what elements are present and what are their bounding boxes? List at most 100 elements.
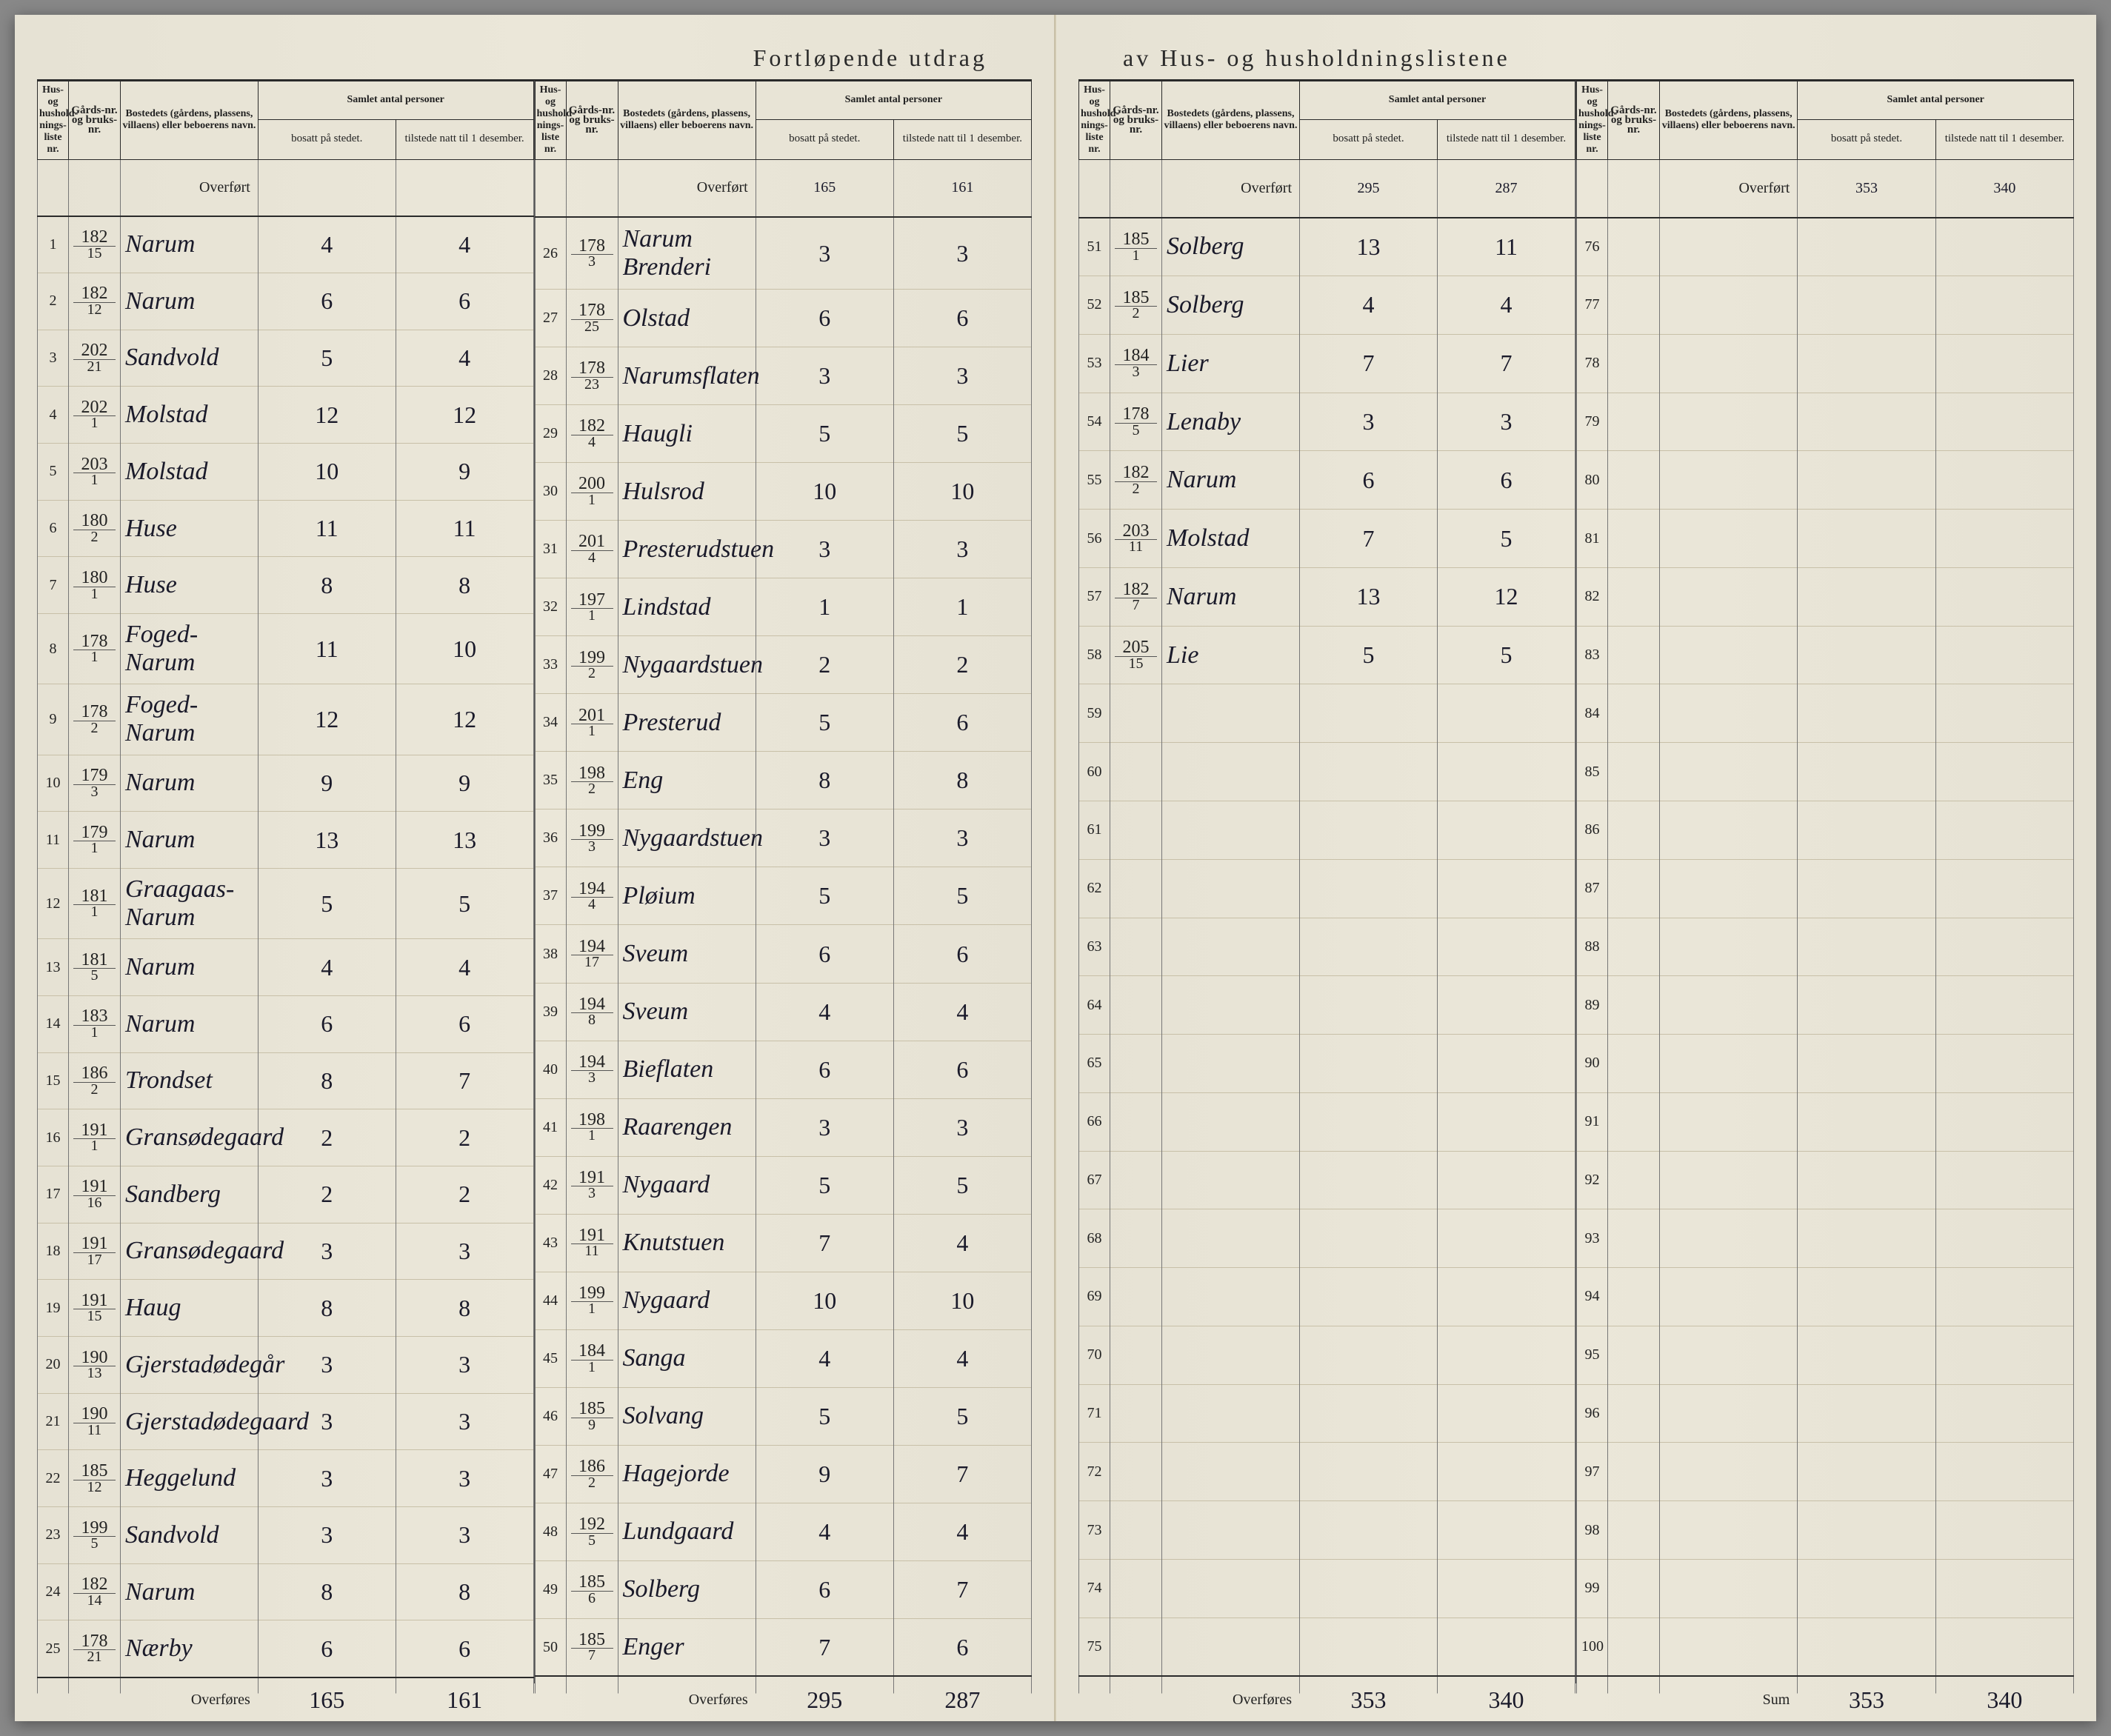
row-name: [1660, 801, 1798, 859]
row-nr: 96: [1577, 1384, 1608, 1443]
row-name: Nygaardstuen: [618, 809, 756, 867]
row-name: [1660, 1326, 1798, 1384]
ledger-row: 74: [1079, 1559, 1575, 1618]
row-bosatt: [1300, 1092, 1438, 1151]
row-gard: [1608, 1618, 1660, 1676]
row-gard: 200 1: [566, 463, 618, 521]
row-gard: 178 3: [566, 217, 618, 290]
ledger-row: 95: [1577, 1326, 2074, 1384]
ledger-row: 69: [1079, 1268, 1575, 1326]
row-name: Sandvold: [121, 330, 259, 387]
row-gard: 186 2: [69, 1052, 121, 1109]
row-bosatt: [1798, 801, 1935, 859]
row-gard: 183 1: [69, 995, 121, 1052]
row-gard: 182 12: [69, 273, 121, 330]
row-name: Solberg: [618, 1560, 756, 1618]
row-gard: 194 3: [566, 1041, 618, 1098]
row-gard: 178 2: [69, 684, 121, 755]
row-tilstede: 12: [396, 387, 533, 444]
row-tilstede: 3: [396, 1223, 533, 1280]
row-gard: [1110, 801, 1162, 859]
ledger-table: Hus- og hushold-nings-liste nr. Gårds-nr…: [535, 81, 1033, 1683]
row-name: Narum: [121, 216, 259, 273]
ledger-row: 16 191 1 Gransødegaard 2 2: [38, 1109, 534, 1166]
row-tilstede: 5: [1438, 510, 1575, 568]
row-nr: 41: [535, 1098, 566, 1156]
row-bosatt: 7: [756, 1618, 893, 1676]
row-bosatt: [1300, 1268, 1438, 1326]
row-name: Gransødegaard: [121, 1109, 259, 1166]
row-nr: 90: [1577, 1035, 1608, 1093]
row-gard: [1608, 801, 1660, 859]
row-bosatt: 6: [1300, 451, 1438, 510]
ledger-table: Hus- og hushold-nings-liste nr. Gårds-nr…: [1576, 81, 2074, 1683]
row-bosatt: 8: [756, 752, 893, 809]
row-nr: 64: [1079, 976, 1110, 1035]
row-tilstede: [1935, 859, 2073, 918]
footer-label: Overføres: [1162, 1676, 1300, 1723]
right-columns: Hus- og hushold-nings-liste nr. Gårds-nr…: [1078, 81, 2074, 1683]
row-bosatt: 3: [258, 1450, 396, 1507]
row-nr: 47: [535, 1445, 566, 1503]
row-nr: 14: [38, 995, 69, 1052]
row-bosatt: [1798, 1384, 1935, 1443]
row-tilstede: 5: [893, 405, 1031, 463]
header-gard: Gårds-nr. og bruks-nr.: [1110, 81, 1162, 160]
row-tilstede: [1438, 743, 1575, 801]
title-left: Fortløpende utdrag: [37, 44, 1032, 72]
row-bosatt: 5: [1300, 626, 1438, 684]
row-bosatt: 7: [1300, 510, 1438, 568]
row-nr: 23: [38, 1507, 69, 1564]
row-nr: 52: [1079, 276, 1110, 335]
ledger-row: 56 203 11 Molstad 7 5: [1079, 510, 1575, 568]
row-nr: 59: [1079, 684, 1110, 743]
header-group: Samlet antal personer: [1798, 81, 2074, 120]
row-nr: 83: [1577, 626, 1608, 684]
row-gard: 185 7: [566, 1618, 618, 1676]
row-tilstede: 3: [893, 809, 1031, 867]
row-bosatt: [1798, 1268, 1935, 1326]
row-tilstede: 7: [1438, 334, 1575, 393]
row-bosatt: 2: [258, 1166, 396, 1223]
row-nr: 44: [535, 1272, 566, 1329]
row-gard: 178 1: [69, 614, 121, 684]
row-gard: 199 5: [69, 1507, 121, 1564]
row-tilstede: 5: [893, 1387, 1031, 1445]
row-name: [1660, 276, 1798, 335]
row-tilstede: 6: [396, 273, 533, 330]
row-nr: 73: [1079, 1501, 1110, 1560]
row-name: [1660, 1209, 1798, 1268]
row-tilstede: [1935, 1443, 2073, 1501]
ledger-row: 29 182 4 Haugli 5 5: [535, 405, 1032, 463]
row-bosatt: 4: [756, 983, 893, 1041]
header-gard: Gårds-nr. og bruks-nr.: [69, 81, 121, 160]
row-tilstede: [1935, 567, 2073, 626]
row-bosatt: [1300, 1151, 1438, 1209]
row-nr: 58: [1079, 626, 1110, 684]
carry-label: Overført: [618, 159, 756, 217]
row-nr: 65: [1079, 1035, 1110, 1093]
row-tilstede: [1438, 1384, 1575, 1443]
row-gard: 185 9: [566, 1387, 618, 1445]
header-gard: Gårds-nr. og bruks-nr.: [566, 81, 618, 160]
row-tilstede: [1935, 801, 2073, 859]
ledger-row: 38 194 17 Sveum 6 6: [535, 925, 1032, 983]
row-gard: 178 25: [566, 290, 618, 347]
header-name: Bostedets (gårdens, plassens, villaens) …: [121, 81, 259, 160]
row-gard: [1608, 1268, 1660, 1326]
row-gard: 205 15: [1110, 626, 1162, 684]
ledger-row: 70: [1079, 1326, 1575, 1384]
row-tilstede: 4: [396, 216, 533, 273]
row-bosatt: 3: [258, 1507, 396, 1564]
row-bosatt: 6: [258, 995, 396, 1052]
row-bosatt: [1300, 1501, 1438, 1560]
header-bosatt: bosatt på stedet.: [258, 119, 396, 159]
row-nr: 6: [38, 500, 69, 557]
row-nr: 46: [535, 1387, 566, 1445]
row-gard: 185 1: [1110, 218, 1162, 276]
row-name: Bieflaten: [618, 1041, 756, 1098]
row-nr: 9: [38, 684, 69, 755]
row-gard: [1608, 918, 1660, 976]
row-nr: 50: [535, 1618, 566, 1676]
footer-bosatt: 353: [1798, 1676, 1935, 1723]
